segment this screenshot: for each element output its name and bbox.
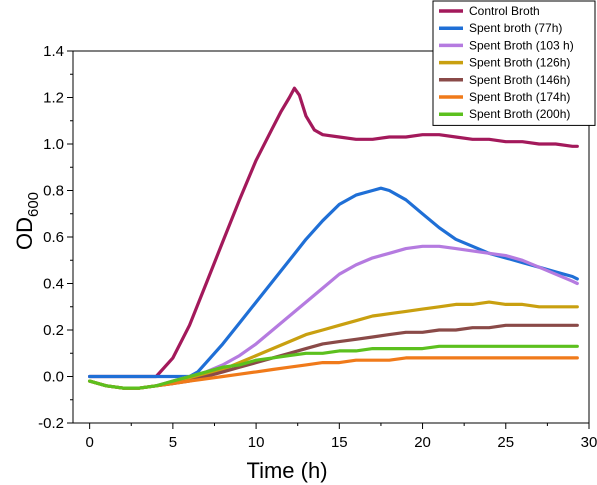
series-line-1: [88, 186, 579, 379]
y-axis-title-subscript: 600: [25, 192, 42, 217]
y-tick-label-5: 0.8: [43, 183, 64, 200]
x-tick-label-0: 0: [85, 434, 93, 451]
legend-label-2: Spent Broth (103 h): [469, 38, 574, 52]
y-tick-label-4: 0.6: [43, 229, 64, 246]
x-tick-label-2: 10: [248, 434, 265, 451]
legend-label-6: Spent Broth (200h): [469, 107, 570, 121]
x-tick-label-3: 15: [331, 434, 348, 451]
y-tick-label-8: 1.4: [43, 43, 64, 60]
x-tick-label-4: 20: [414, 434, 431, 451]
series-line-5: [88, 356, 579, 390]
legend-label-4: Spent Broth (146h): [469, 73, 570, 87]
y-tick-label-0: -0.2: [38, 415, 64, 432]
series-line-6: [88, 344, 579, 390]
series-line-0: [88, 86, 579, 379]
series-group: [88, 86, 579, 390]
x-axis-title: Time (h): [246, 458, 327, 483]
legend-label-5: Spent Broth (174h): [469, 90, 570, 104]
y-tick-label-3: 0.4: [43, 276, 64, 293]
x-tick-label-5: 25: [497, 434, 514, 451]
y-tick-label-1: 0.0: [43, 369, 64, 386]
y-tick-label-7: 1.2: [43, 90, 64, 107]
x-tick-label-6: 30: [581, 434, 597, 451]
y-axis-title: OD600: [12, 192, 42, 250]
axes: [67, 50, 590, 429]
legend-label-1: Spent broth (77h): [469, 21, 562, 35]
legend-label-3: Spent Broth (126h): [469, 56, 570, 70]
x-tick-label-1: 5: [169, 434, 177, 451]
tick-labels: 0 5 10 15 20 25 30 -0.2 0.0 0.2 0.4 0.6 0.8 1.0 1.2 1.4: [38, 43, 597, 451]
y-tick-label-6: 1.0: [43, 136, 64, 153]
legend-label-0: Control Broth: [469, 4, 540, 18]
y-tick-label-2: 0.2: [43, 322, 64, 339]
legend: Control Broth Spent broth (77h) Spent Brot…: [432, 0, 596, 126]
y-axis-title-main: OD: [12, 217, 37, 250]
